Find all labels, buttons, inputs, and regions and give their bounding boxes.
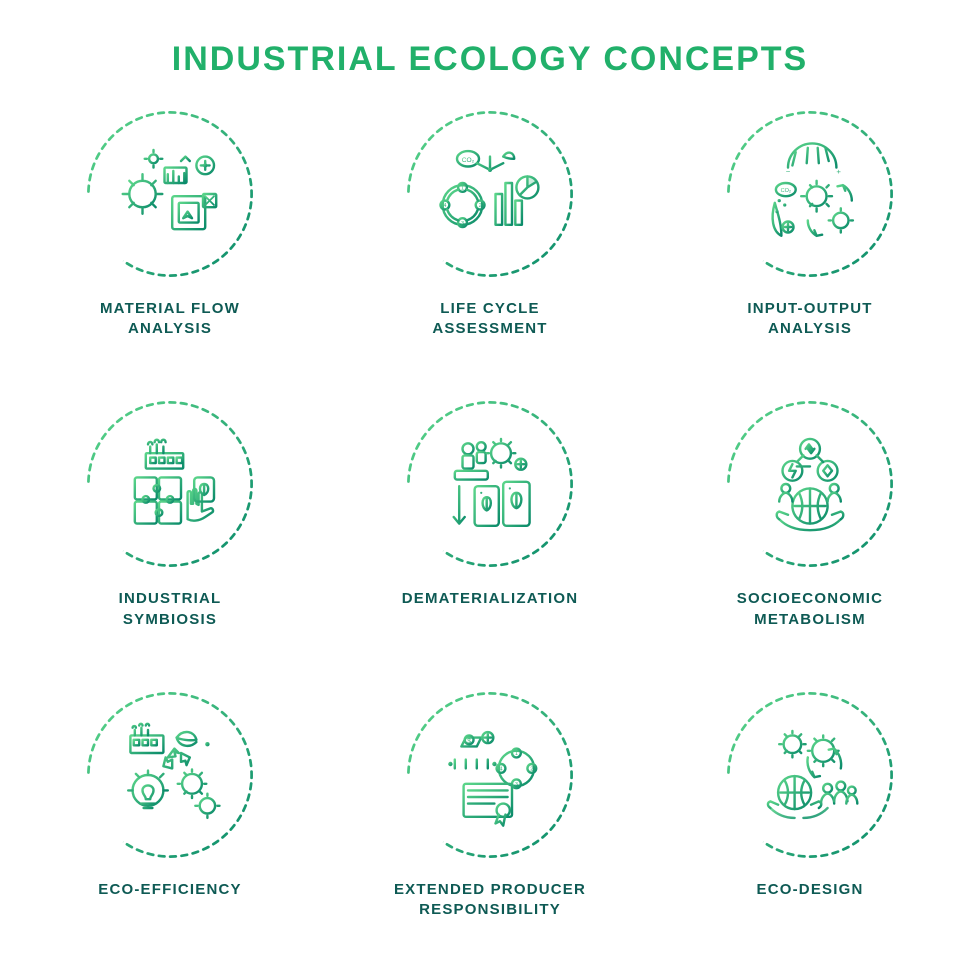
- life-cycle-assessment-icon: [405, 109, 575, 279]
- input-output-icon: [755, 139, 865, 249]
- concept-label: ECO-DESIGN: [756, 880, 863, 900]
- socioeconomic-metabolism-icon: [725, 399, 895, 569]
- demat-icon: [435, 429, 545, 539]
- concept-label: EXTENDED PRODUCER RESPONSIBILITY: [394, 880, 586, 921]
- eco-efficiency-icon: [85, 690, 255, 860]
- concept-input-output-analysis: INPUT-OUTPUT ANALYSIS: [670, 109, 950, 369]
- eco-eff-icon: [115, 720, 225, 830]
- concept-eco-design: ECO-DESIGN: [670, 690, 950, 950]
- concept-extended-producer-responsibility: EXTENDED PRODUCER RESPONSIBILITY: [350, 690, 630, 950]
- socio-metab-icon: [755, 429, 865, 539]
- concept-label: MATERIAL FLOW ANALYSIS: [100, 299, 240, 340]
- concept-dematerialization: DEMATERIALIZATION: [350, 399, 630, 659]
- page-title: INDUSTRIAL ECOLOGY CONCEPTS: [172, 40, 808, 79]
- concept-life-cycle-assessment: LIFE CYCLE ASSESSMENT: [350, 109, 630, 369]
- symbiosis-icon: [115, 429, 225, 539]
- concept-material-flow-analysis: MATERIAL FLOW ANALYSIS: [30, 109, 310, 369]
- concept-label: DEMATERIALIZATION: [402, 589, 579, 609]
- concepts-grid: MATERIAL FLOW ANALYSIS LIFE CYCLE ASSESS…: [30, 109, 950, 950]
- epr-icon: [435, 720, 545, 830]
- material-flow-analysis-icon: [85, 109, 255, 279]
- eco-design-icon: [725, 690, 895, 860]
- extended-producer-responsibility-icon: [405, 690, 575, 860]
- concept-label: SOCIOECONOMIC METABOLISM: [737, 589, 883, 630]
- input-output-analysis-icon: [725, 109, 895, 279]
- dematerialization-icon: [405, 399, 575, 569]
- concept-label: LIFE CYCLE ASSESSMENT: [432, 299, 547, 340]
- concept-eco-efficiency: ECO-EFFICIENCY: [30, 690, 310, 950]
- concept-label: INPUT-OUTPUT ANALYSIS: [747, 299, 872, 340]
- concept-label: INDUSTRIAL SYMBIOSIS: [119, 589, 222, 630]
- industrial-symbiosis-icon: [85, 399, 255, 569]
- material-flow-icon: [115, 139, 225, 249]
- life-cycle-icon: [435, 139, 545, 249]
- eco-design-icon: [755, 720, 865, 830]
- concept-socioeconomic-metabolism: SOCIOECONOMIC METABOLISM: [670, 399, 950, 659]
- concept-industrial-symbiosis: INDUSTRIAL SYMBIOSIS: [30, 399, 310, 659]
- concept-label: ECO-EFFICIENCY: [98, 880, 241, 900]
